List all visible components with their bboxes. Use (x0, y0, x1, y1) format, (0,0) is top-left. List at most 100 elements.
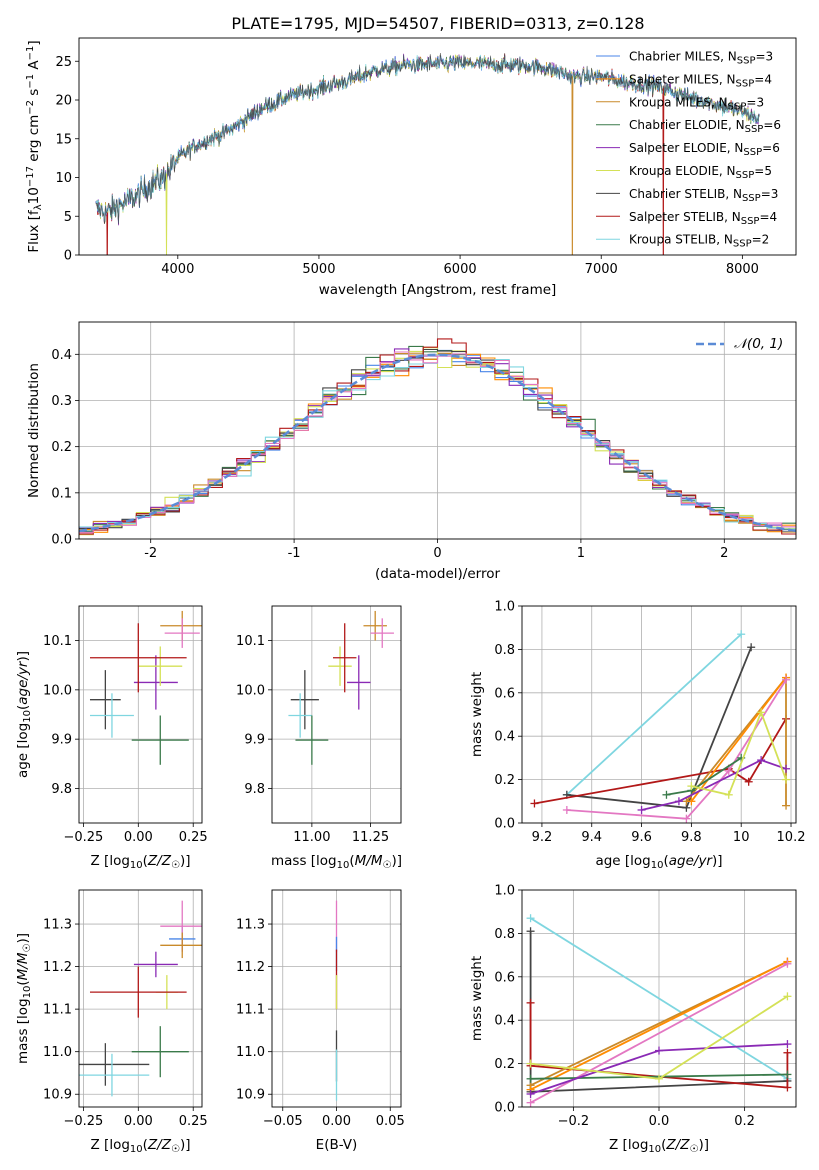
x-axis-label: Z [log10(Z/Z☉)] (91, 853, 191, 871)
x-axis-label: wavelength [Angstrom, rest frame] (319, 282, 557, 298)
weight-line (641, 759, 787, 811)
legend-entry: Salpeter STELIB, NSSP=4 (629, 210, 777, 227)
axes-frame (271, 889, 402, 1108)
x-tick-label: 0.25 (179, 830, 208, 845)
y-tick-label: 10 (55, 171, 72, 186)
legend-entry: 𝒩(0, 1) (734, 336, 783, 352)
weight-line (566, 679, 787, 820)
y-axis-label: mass weight (469, 672, 485, 757)
plot-area-residuals (79, 322, 796, 539)
x-tick-label: 5000 (302, 262, 335, 277)
y-tick-label: 0.3 (51, 394, 72, 409)
x-tick-label: 9.8 (681, 830, 702, 845)
y-tick-label: 9.8 (51, 782, 72, 797)
x-tick-label: 6000 (444, 262, 477, 277)
y-tick-label: 10.1 (43, 634, 72, 649)
y-tick-label: 9.8 (244, 782, 265, 797)
x-tick-label: 0.2 (734, 1114, 755, 1129)
y-tick-label: 0.2 (494, 1057, 515, 1072)
x-tick-label: 0.00 (124, 1114, 153, 1129)
y-axis-label: mass weight (469, 956, 485, 1041)
y-tick-label: 0.0 (494, 1101, 515, 1116)
legend-entry: Salpeter ELODIE, NSSP=6 (629, 141, 780, 158)
x-tick-label: 9.2 (532, 830, 553, 845)
y-tick-label: 0.0 (494, 817, 515, 832)
y-tick-label: 10.0 (43, 683, 72, 698)
legend-entry: Kroupa ELODIE, NSSP=5 (629, 164, 772, 181)
y-tick-label: 0.1 (51, 486, 72, 501)
axes-frame (271, 605, 402, 824)
chart-mass_vs_Z: −0.25 0.00 0.25 10.9 11.0 11.1 11.2 11.3 Z [log1… (15, 889, 208, 1155)
x-tick-label: −0.25 (63, 1114, 103, 1129)
legend-entry: Chabrier MILES, NSSP=3 (629, 50, 773, 67)
y-tick-label: 10.9 (236, 1088, 265, 1103)
axes-frame (78, 605, 203, 824)
legend-entry: Chabrier STELIB, NSSP=3 (629, 187, 778, 204)
y-tick-label: 11.2 (43, 960, 72, 975)
legend-entry: Chabrier ELODIE, NSSP=6 (629, 118, 781, 135)
x-tick-label: 11.25 (352, 830, 389, 845)
y-tick-label: 15 (55, 132, 72, 147)
x-tick-label: 1 (577, 546, 585, 561)
plot-area-mass_vs_Z (79, 890, 202, 1107)
x-tick-label: 0.0 (649, 1114, 670, 1129)
x-tick-label: -2 (144, 546, 157, 561)
y-tick-label: 20 (55, 94, 72, 109)
weight-line (534, 718, 787, 805)
axes-frame (521, 605, 797, 824)
histogram-series (79, 351, 796, 534)
histogram-series (79, 338, 796, 535)
plot-area-age_vs_mass (272, 606, 401, 823)
x-axis-label: age [log10(age/yr)] (595, 853, 722, 871)
y-axis-label: age [log10(age/yr)] (15, 651, 33, 778)
y-tick-label: 0 (64, 249, 72, 264)
x-tick-label: −0.25 (63, 830, 103, 845)
x-axis-label: E(B-V) (316, 1137, 358, 1153)
x-tick-label: 8000 (726, 262, 759, 277)
chart-weight_vs_Z: −0.2 0.0 0.2 0.0 0.2 0.4 0.6 0.8 1.0 Z [log10(Z/Z… (469, 884, 797, 1155)
axes-frame (78, 37, 797, 256)
chart-residuals: -2 -1 0 1 2 0.0 0.1 0.2 0.3 0.4 𝒩(0, 1) (data-model… (26, 321, 797, 582)
y-tick-label: 0.8 (494, 643, 515, 658)
y-tick-label: 11.3 (43, 918, 72, 933)
y-tick-label: 0.2 (51, 440, 72, 455)
x-tick-label: 11.00 (293, 830, 330, 845)
x-axis-label: (data-model)/error (375, 566, 501, 582)
figure-title: PLATE=1795, MJD=54507, FIBERID=0313, z=0… (231, 14, 644, 33)
x-tick-label: 10.2 (777, 830, 806, 845)
plot-area-age_vs_Z (79, 606, 202, 823)
chart-age_vs_Z: −0.25 0.00 0.25 9.8 9.9 10.0 10.1 Z [log10(Z/Z☉… (15, 605, 208, 871)
plot-area-spectrum (95, 52, 760, 255)
y-tick-label: 0.2 (494, 773, 515, 788)
y-tick-label: 0.4 (494, 1014, 515, 1029)
y-tick-label: 1.0 (494, 600, 515, 615)
y-tick-label: 11.1 (236, 1003, 265, 1018)
plot-area-mass_vs_EBV (272, 890, 401, 1107)
y-tick-label: 1.0 (494, 884, 515, 899)
weight-line (566, 633, 742, 796)
axes-frame (78, 321, 797, 540)
normal-curve (79, 353, 796, 533)
x-axis-label: mass [log10(M/M☉)] (271, 853, 402, 871)
weight-line (691, 709, 787, 796)
x-tick-label: 0.00 (322, 1114, 351, 1129)
y-axis-label: Normed distribution (26, 363, 42, 498)
x-tick-label: 9.6 (631, 830, 652, 845)
x-tick-label: 4000 (161, 262, 194, 277)
weight-line (530, 917, 788, 1080)
y-tick-label: 9.9 (244, 733, 265, 748)
y-tick-label: 11.2 (236, 960, 265, 975)
y-tick-label: 0.4 (51, 348, 72, 363)
axes-frame (521, 889, 797, 1108)
x-tick-label: 0.00 (124, 830, 153, 845)
y-tick-label: 0.6 (494, 686, 515, 701)
y-tick-label: 0.6 (494, 970, 515, 985)
x-axis-label: Z [log10(Z/Z☉)] (91, 1137, 191, 1155)
x-tick-label: −0.2 (558, 1114, 590, 1129)
x-tick-label: 0.25 (179, 1114, 208, 1129)
x-tick-label: 2 (720, 546, 728, 561)
x-tick-label: 9.4 (581, 830, 602, 845)
y-tick-label: 11.0 (236, 1045, 265, 1060)
axes-frame (78, 889, 203, 1108)
x-tick-label: 7000 (585, 262, 618, 277)
